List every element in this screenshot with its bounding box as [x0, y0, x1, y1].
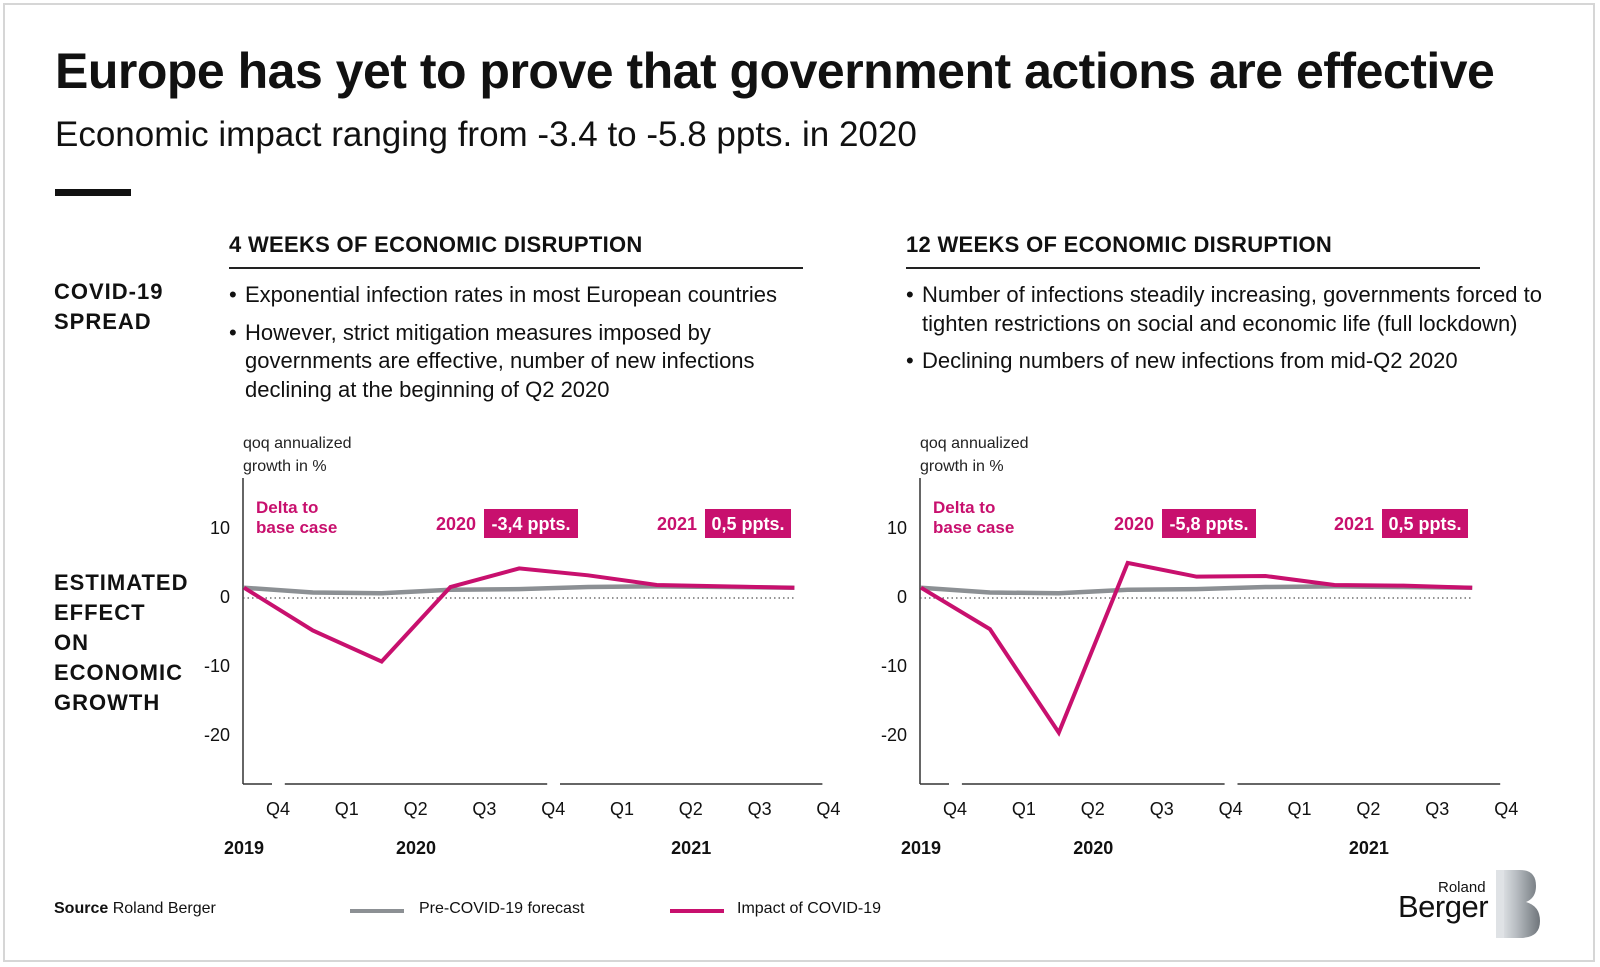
panel-2-bullet: Declining numbers of new infections from… — [906, 347, 1546, 376]
delta-value-label: 0,5 ppts. — [711, 514, 784, 534]
source-note: Source Roland Berger — [54, 900, 216, 918]
delta-value-label: -5,8 ppts. — [1169, 514, 1248, 534]
x-tick-label: Q4 — [1219, 799, 1243, 819]
delta-value-label: 0,5 ppts. — [1388, 514, 1461, 534]
logo-text-berger: Berger — [1398, 889, 1489, 924]
title-underline — [55, 189, 131, 196]
x-tick-label: Q2 — [679, 799, 703, 819]
x-tick-label: Q2 — [1356, 799, 1380, 819]
legend-forecast-swatch — [350, 909, 404, 913]
legend-forecast-label: Pre-COVID-19 forecast — [419, 900, 585, 917]
delta-to-base-label: Delta to base case — [933, 498, 1014, 537]
x-year-label: 2019 — [224, 838, 264, 858]
panel-2-heading: 12 WEEKS OF ECONOMIC DISRUPTION — [906, 232, 1333, 257]
y-tick-label: -10 — [204, 656, 230, 676]
economic-effect-label: ESTIMATED EFFECT ON ECONOMIC GROWTH — [54, 570, 189, 715]
x-tick-label: Q3 — [748, 799, 772, 819]
x-tick-label: Q1 — [1287, 799, 1311, 819]
delta-value-box — [1382, 509, 1468, 538]
delta-to-base-line: base case — [256, 518, 337, 537]
x-tick-label: Q4 — [266, 799, 290, 819]
delta-value-box — [484, 509, 578, 538]
panel-2-bullet: Number of infections steadily increasing… — [906, 281, 1546, 338]
delta-to-base-line: Delta to — [256, 498, 318, 517]
delta-to-base-label: Delta to base case — [256, 498, 337, 537]
panel-1-bullet: However, strict mitigation measures impo… — [229, 319, 819, 405]
x-year-label: 2020 — [1073, 838, 1113, 858]
x-tick-label: Q4 — [943, 799, 967, 819]
delta-year-label: 2020 — [1114, 514, 1154, 534]
panel-1-heading: 4 WEEKS OF ECONOMIC DISRUPTION — [229, 232, 643, 257]
page-frame — [3, 3, 1595, 962]
legend-impact-label: Impact of COVID-19 — [737, 900, 882, 917]
x-year-label: 2021 — [1349, 838, 1389, 858]
source-label: Source — [54, 900, 109, 917]
delta-year-label: 2020 — [436, 514, 476, 534]
panel-2-bullets: Number of infections steadily increasing… — [906, 281, 1546, 385]
x-year-label: 2021 — [671, 838, 711, 858]
y-tick-label: 0 — [220, 587, 230, 607]
roland-berger-logo-icon — [1496, 870, 1540, 938]
x-tick-label: Q3 — [1425, 799, 1449, 819]
x-tick-label: Q1 — [335, 799, 359, 819]
y-tick-label: -20 — [881, 725, 907, 745]
y-tick-label: 10 — [887, 518, 907, 538]
delta-to-base-line: base case — [933, 518, 1014, 537]
covid-spread-label: COVID-19 SPREAD — [54, 279, 164, 334]
delta-value-label: -3,4 ppts. — [491, 514, 570, 534]
delta-year-label: 2021 — [1334, 514, 1374, 534]
x-tick-label: Q1 — [1012, 799, 1036, 819]
delta-year-label: 2021 — [657, 514, 697, 534]
source-text: Roland Berger — [112, 900, 216, 917]
panel-1-bullet: Exponential infection rates in most Euro… — [229, 281, 819, 310]
panel-1-y-unit: qoq annualized growth in % — [243, 435, 352, 475]
y-tick-label: -10 — [881, 656, 907, 676]
legend-impact-swatch — [670, 909, 724, 913]
x-tick-label: Q3 — [1150, 799, 1174, 819]
x-tick-label: Q4 — [816, 799, 840, 819]
x-tick-label: Q3 — [472, 799, 496, 819]
logo-text-roland: Roland — [1438, 879, 1486, 896]
delta-value-box — [705, 509, 791, 538]
page-title: Europe has yet to prove that government … — [55, 43, 1495, 99]
panel-1-bullets: Exponential infection rates in most Euro… — [229, 281, 819, 413]
panel-2-y-unit: qoq annualized growth in % — [920, 435, 1029, 475]
x-tick-label: Q4 — [1494, 799, 1518, 819]
impact-series-line — [919, 560, 1473, 737]
x-tick-label: Q4 — [541, 799, 565, 819]
y-tick-label: 0 — [897, 587, 907, 607]
x-tick-label: Q2 — [1081, 799, 1105, 819]
delta-to-base-line: Delta to — [933, 498, 995, 517]
impact-series-line — [242, 566, 795, 664]
delta-value-box — [1162, 509, 1256, 538]
page-subtitle: Economic impact ranging from -3.4 to -5.… — [55, 115, 917, 154]
x-year-label: 2020 — [396, 838, 436, 858]
panel-1-rule — [229, 267, 803, 269]
panel-2-rule — [906, 267, 1480, 269]
y-tick-label: -20 — [204, 725, 230, 745]
x-tick-label: Q1 — [610, 799, 634, 819]
x-tick-label: Q2 — [404, 799, 428, 819]
y-tick-label: 10 — [210, 518, 230, 538]
x-year-label: 2019 — [901, 838, 941, 858]
